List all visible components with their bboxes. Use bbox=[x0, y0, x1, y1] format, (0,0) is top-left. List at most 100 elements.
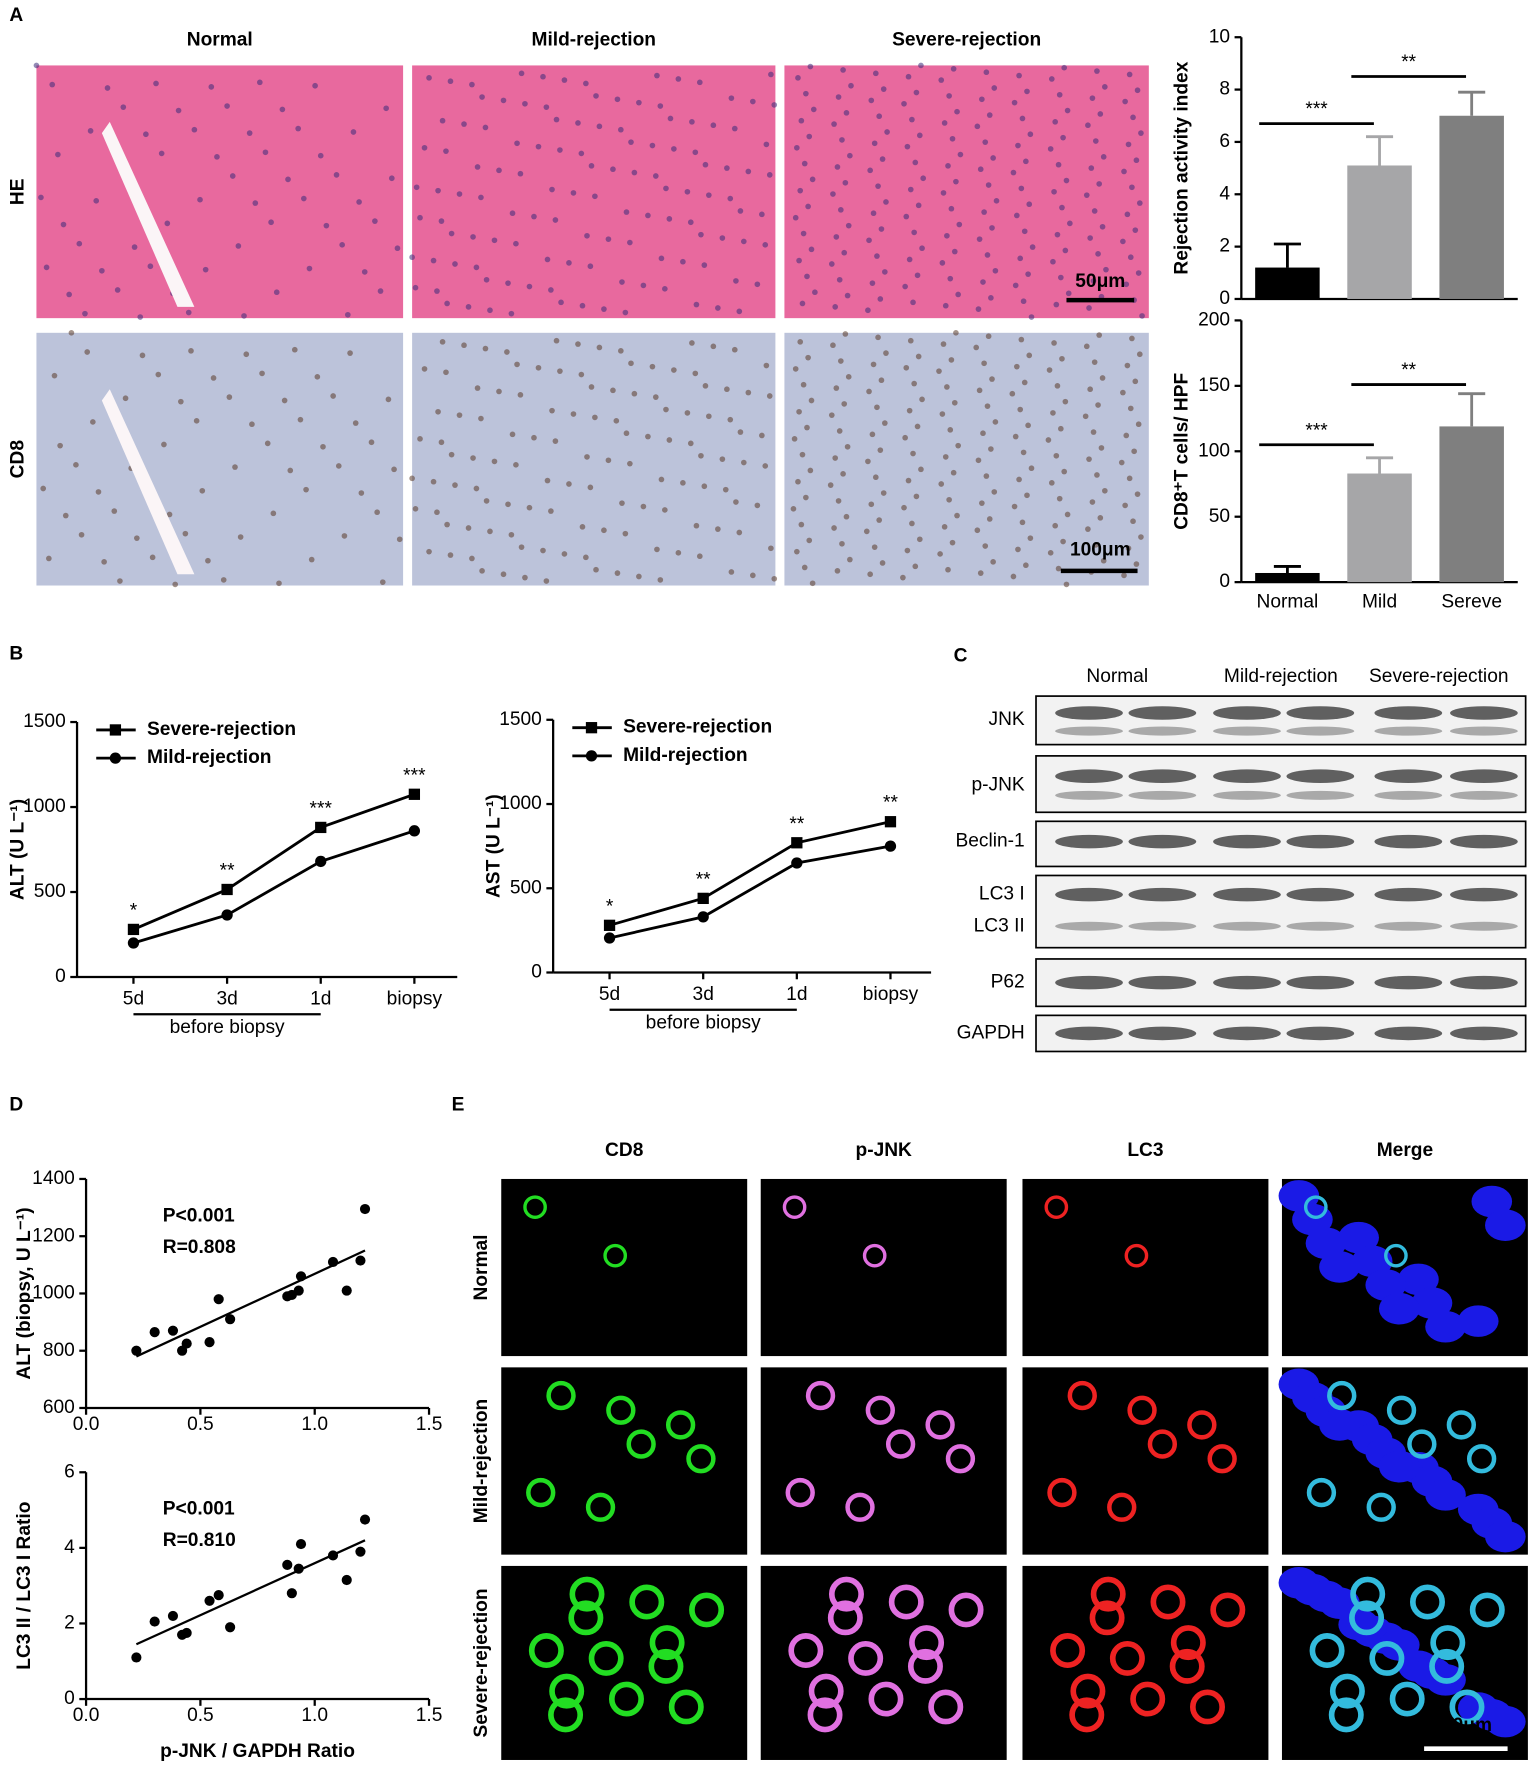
cell-nucleus bbox=[986, 112, 993, 118]
cell-nucleus bbox=[871, 140, 878, 147]
y-axis-label: CD8⁺T cells/ HPF bbox=[1172, 373, 1193, 530]
x-tick-label: 1.5 bbox=[416, 1414, 443, 1435]
y-tick-label: 4 bbox=[1219, 183, 1230, 204]
cell-nucleus bbox=[867, 571, 873, 578]
cell-nucleus bbox=[740, 459, 747, 466]
significance-label: ** bbox=[789, 814, 804, 835]
cell-nucleus bbox=[645, 433, 651, 440]
cell-nucleus bbox=[902, 283, 908, 290]
cell-nucleus bbox=[208, 84, 215, 90]
y-tick-label: 1000 bbox=[499, 793, 542, 814]
cell-nucleus bbox=[942, 454, 949, 460]
cell-nucleus bbox=[1053, 452, 1060, 459]
cell-nucleus bbox=[945, 163, 951, 169]
column-title: Merge bbox=[1377, 1140, 1433, 1161]
cell-nucleus bbox=[469, 81, 475, 88]
cell-nucleus bbox=[977, 166, 984, 173]
x-tick-label: Mild bbox=[1362, 592, 1397, 613]
band bbox=[1128, 887, 1197, 902]
cell-nucleus bbox=[210, 375, 217, 381]
point bbox=[181, 1338, 192, 1349]
band bbox=[1213, 887, 1281, 902]
cell-nucleus bbox=[456, 191, 463, 197]
cell-nucleus bbox=[117, 578, 123, 584]
nucleus bbox=[1398, 1263, 1439, 1296]
cell-nucleus bbox=[199, 487, 206, 494]
micrograph bbox=[784, 329, 1149, 588]
panel-label: D bbox=[9, 1095, 23, 1116]
cell-nucleus bbox=[763, 141, 770, 148]
band bbox=[1286, 726, 1355, 736]
cell-nucleus bbox=[352, 420, 359, 426]
panel-label: C bbox=[954, 646, 968, 667]
cell-nucleus bbox=[1138, 534, 1144, 540]
cell-nucleus bbox=[980, 430, 986, 437]
y-tick-label: 4 bbox=[64, 1537, 75, 1558]
cell-nucleus bbox=[991, 489, 998, 495]
cell-nucleus bbox=[1018, 336, 1025, 343]
cell-nucleus bbox=[797, 339, 804, 345]
cell-nucleus bbox=[974, 527, 981, 534]
y-tick-label: 150 bbox=[1198, 375, 1230, 396]
cell bbox=[805, 1380, 836, 1411]
cell-nucleus bbox=[1095, 251, 1101, 257]
cell bbox=[686, 1444, 716, 1474]
cell-nucleus bbox=[1053, 301, 1060, 308]
cell-nucleus bbox=[46, 555, 52, 562]
cell-nucleus bbox=[950, 469, 957, 476]
band bbox=[1055, 790, 1123, 800]
cell-nucleus bbox=[1099, 223, 1106, 230]
cell-nucleus bbox=[341, 533, 348, 539]
cell-nucleus bbox=[830, 191, 836, 197]
cell-nucleus bbox=[1061, 468, 1068, 475]
cell-nucleus bbox=[259, 370, 265, 377]
cell-nucleus bbox=[1135, 421, 1142, 428]
cell-nucleus bbox=[356, 199, 362, 205]
cell-nucleus bbox=[596, 344, 603, 351]
cell-nucleus bbox=[95, 489, 102, 495]
marker bbox=[221, 883, 233, 896]
cell-nucleus bbox=[426, 548, 432, 555]
cell-nucleus bbox=[517, 392, 524, 398]
cell-nucleus bbox=[279, 106, 286, 113]
cell-nucleus bbox=[939, 411, 946, 417]
cell bbox=[1210, 1592, 1246, 1628]
cell-nucleus bbox=[879, 156, 886, 162]
cell-nucleus bbox=[1126, 475, 1133, 482]
cell-nucleus bbox=[111, 508, 118, 514]
cell-nucleus bbox=[522, 574, 528, 581]
band bbox=[1213, 975, 1281, 990]
cell-nucleus bbox=[583, 554, 589, 561]
cell-nucleus bbox=[1059, 204, 1065, 211]
cell-nucleus bbox=[439, 117, 446, 124]
cell-nucleus bbox=[161, 441, 167, 448]
cell-nucleus bbox=[1010, 573, 1017, 580]
nucleus bbox=[1365, 1269, 1407, 1301]
cell-nucleus bbox=[1047, 146, 1054, 152]
cell-nucleus bbox=[543, 578, 550, 584]
cell-nucleus bbox=[990, 155, 996, 161]
cell-nucleus bbox=[578, 371, 585, 378]
cell-nucleus bbox=[614, 570, 621, 576]
row-label: p-JNK bbox=[971, 774, 1024, 795]
nucleus bbox=[1338, 1221, 1379, 1254]
cell-nucleus bbox=[540, 73, 546, 80]
cell-nucleus bbox=[1020, 298, 1027, 305]
cell-nucleus bbox=[875, 334, 881, 341]
cell-nucleus bbox=[1052, 522, 1059, 529]
x-tick-label: 3d bbox=[216, 989, 237, 1010]
cell-nucleus bbox=[1016, 476, 1022, 483]
cell-nucleus bbox=[185, 309, 192, 316]
error-bar bbox=[1458, 392, 1486, 427]
cell-nucleus bbox=[940, 341, 947, 347]
cell-nucleus bbox=[470, 455, 476, 461]
cell-nucleus bbox=[508, 310, 515, 317]
cell-nucleus bbox=[303, 486, 309, 493]
cell bbox=[1446, 1410, 1477, 1440]
cell-nucleus bbox=[1096, 332, 1103, 338]
cell-nucleus bbox=[880, 86, 887, 92]
image-background bbox=[760, 1367, 1007, 1555]
error-bar bbox=[1366, 135, 1394, 166]
cell-nucleus bbox=[438, 218, 445, 224]
cell-nucleus bbox=[513, 240, 519, 247]
